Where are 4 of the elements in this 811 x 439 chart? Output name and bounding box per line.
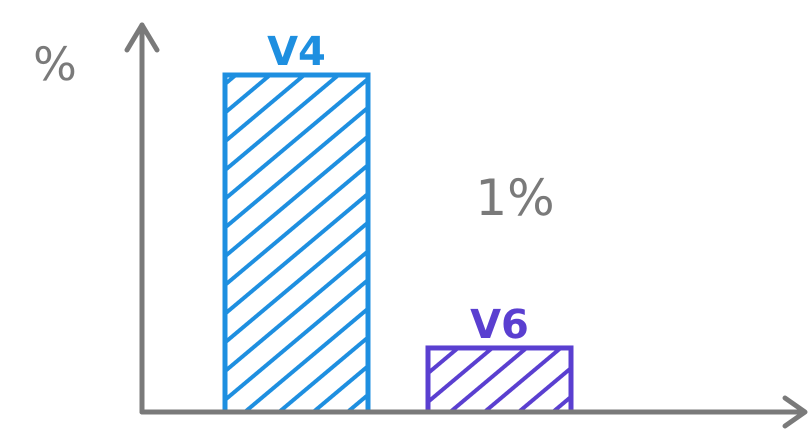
x-tick-label: V4 <box>267 29 326 75</box>
x-tick-label: V6 <box>470 302 529 348</box>
annotation: 1% <box>475 169 555 227</box>
y-axis-title: % <box>33 37 77 91</box>
